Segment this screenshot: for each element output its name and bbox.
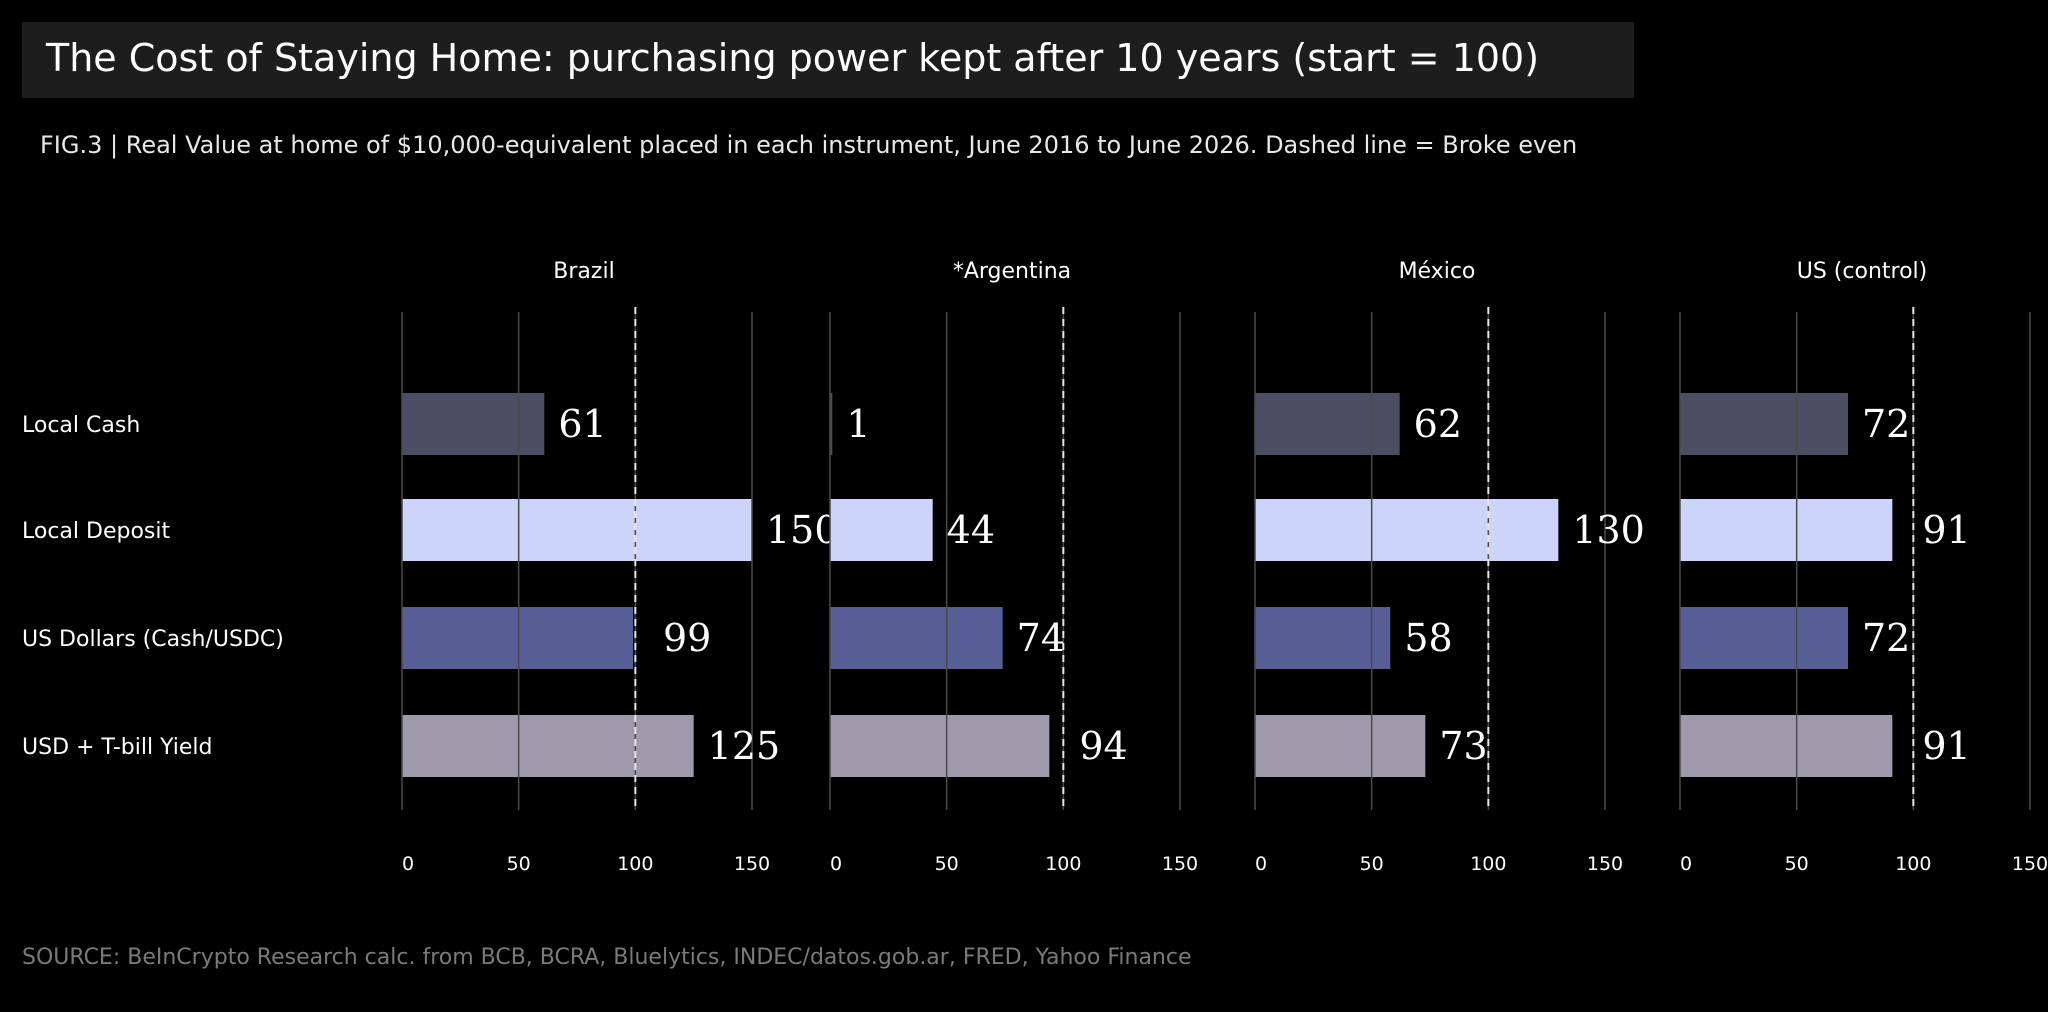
- panel-title: México: [1399, 259, 1476, 284]
- bar: [402, 499, 752, 561]
- bar: [830, 499, 933, 561]
- title-box: The Cost of Staying Home: purchasing pow…: [22, 22, 1634, 98]
- value-label: 72: [1862, 402, 1910, 446]
- row-label: Local Cash: [22, 413, 140, 438]
- x-tick-label: 50: [1360, 853, 1384, 875]
- value-label: 62: [1414, 402, 1462, 446]
- x-tick-label: 100: [617, 853, 653, 875]
- panel-title: Brazil: [553, 259, 614, 284]
- bar: [1680, 393, 1848, 455]
- value-label: 1: [846, 402, 870, 446]
- value-label: 74: [1017, 616, 1065, 660]
- row-label: US Dollars (Cash/USDC): [22, 627, 284, 652]
- row-label: Local Deposit: [22, 519, 170, 544]
- bar: [402, 715, 694, 777]
- x-tick-label: 50: [507, 853, 531, 875]
- panel-title: US (control): [1797, 259, 1928, 284]
- chart-title: The Cost of Staying Home: purchasing pow…: [46, 36, 1540, 80]
- value-label: 150: [766, 508, 839, 552]
- bar: [1255, 715, 1426, 777]
- x-tick-label: 100: [1895, 853, 1931, 875]
- row-label: USD + T-bill Yield: [22, 735, 212, 760]
- x-tick-label: 150: [1162, 853, 1198, 875]
- value-label: 130: [1572, 508, 1645, 552]
- source-note: SOURCE: BeInCrypto Research calc. from B…: [22, 945, 1192, 970]
- bar: [1680, 607, 1848, 669]
- chart-subtitle: FIG.3 | Real Value at home of $10,000-eq…: [40, 131, 1578, 159]
- value-label: 58: [1404, 616, 1452, 660]
- x-tick-label: 50: [1785, 853, 1809, 875]
- bar: [830, 607, 1003, 669]
- value-label: 91: [1922, 724, 1970, 768]
- bar: [402, 607, 633, 669]
- x-tick-label: 50: [935, 853, 959, 875]
- x-tick-label: 150: [1587, 853, 1623, 875]
- value-label: 61: [558, 402, 606, 446]
- x-tick-label: 0: [830, 853, 842, 875]
- value-label: 125: [708, 724, 781, 768]
- panel-title: *Argentina: [953, 259, 1071, 284]
- x-tick-label: 0: [402, 853, 414, 875]
- bar: [1680, 499, 1893, 561]
- bar: [830, 393, 833, 455]
- x-tick-label: 0: [1255, 853, 1267, 875]
- value-label: 99: [663, 616, 711, 660]
- x-tick-label: 150: [734, 853, 770, 875]
- bar: [1680, 715, 1893, 777]
- bar: [830, 715, 1050, 777]
- x-tick-label: 100: [1470, 853, 1506, 875]
- x-tick-label: 0: [1680, 853, 1692, 875]
- bar: [1255, 499, 1559, 561]
- value-label: 94: [1079, 724, 1127, 768]
- bar: [1255, 393, 1400, 455]
- value-label: 73: [1439, 724, 1487, 768]
- bar: [1255, 607, 1391, 669]
- x-tick-label: 100: [1045, 853, 1081, 875]
- x-tick-label: 150: [2012, 853, 2048, 875]
- value-label: 91: [1922, 508, 1970, 552]
- value-label: 72: [1862, 616, 1910, 660]
- value-label: 44: [947, 508, 995, 552]
- bar: [402, 393, 545, 455]
